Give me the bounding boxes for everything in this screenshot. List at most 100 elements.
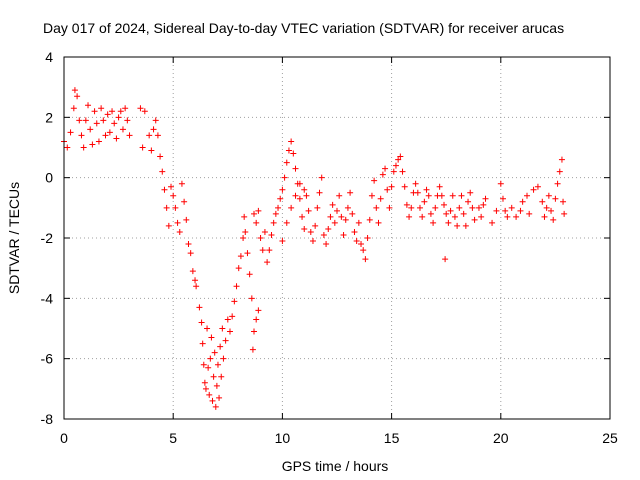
data-point [307,228,314,235]
data-point [244,250,251,257]
data-point [416,204,423,211]
data-point [373,204,380,211]
data-point [530,186,537,193]
data-point [89,141,96,148]
data-point [200,361,207,368]
data-point [208,334,215,341]
data-point [159,168,166,175]
data-point [558,156,565,163]
data-point [124,117,131,124]
data-point [261,228,268,235]
data-point [368,192,375,199]
data-point [560,198,567,205]
data-point [288,138,295,145]
data-point [277,195,284,202]
data-point [204,325,211,332]
data-point [220,355,227,362]
data-point [441,201,448,208]
data-point [543,204,550,211]
data-point [70,105,77,112]
x-tick-label: 5 [169,430,177,446]
data-point [469,204,476,211]
data-point [489,219,496,226]
data-point [296,180,303,187]
data-point [202,385,209,392]
data-point [534,183,541,190]
data-point [233,283,240,290]
data-point [482,195,489,202]
y-tick-label: -4 [41,290,54,306]
data-point [545,192,552,199]
data-point [106,129,113,136]
data-point [165,222,172,229]
data-point [80,144,87,151]
data-point [242,228,249,235]
data-point [548,207,555,214]
data-point [185,241,192,248]
data-point [336,192,343,199]
data-point [360,247,367,254]
data-point [465,198,472,205]
data-point [395,156,402,163]
data-point [126,132,133,139]
data-point [329,201,336,208]
data-point [174,219,181,226]
data-point [351,228,358,235]
data-point [456,204,463,211]
data-point [403,201,410,208]
data-point [76,117,83,124]
data-point [161,186,168,193]
data-point [226,328,233,335]
data-point [119,126,126,133]
data-point [205,364,212,371]
data-point [414,189,421,196]
data-point [499,195,506,202]
data-point [139,144,146,151]
data-point [561,210,568,217]
data-point [451,213,458,220]
data-point [438,192,445,199]
data-point [460,210,467,217]
data-point [480,201,487,208]
y-tick-label: -2 [41,230,54,246]
data-point [292,192,299,199]
data-point [331,219,338,226]
data-point [102,132,109,139]
data-point [556,168,563,175]
data-point [432,204,439,211]
data-point [508,204,515,211]
data-point [358,241,365,248]
data-point [211,349,218,356]
y-tick-label: 0 [45,170,53,186]
data-point [176,228,183,235]
data-point [217,343,224,350]
data-point [362,256,369,263]
data-point [375,219,382,226]
data-point [493,207,500,214]
data-point [279,186,286,193]
data-point [283,219,290,226]
data-point [111,120,118,127]
data-point [524,192,531,199]
data-point [392,162,399,169]
data-point [390,168,397,175]
data-point [209,397,216,404]
data-point [419,213,426,220]
data-point [100,117,107,124]
data-point [388,183,395,190]
data-point [113,135,120,142]
data-point [198,319,205,326]
data-point [181,198,188,205]
y-axis-title: SDTVAR / TECUs [6,182,22,294]
data-point [478,213,485,220]
data-point [255,207,262,214]
data-point [412,180,419,187]
data-point [301,186,308,193]
data-point [430,219,437,226]
data-point [148,147,155,154]
data-point [178,180,185,187]
data-point [251,210,258,217]
data-point [408,204,415,211]
x-tick-label: 25 [602,430,618,446]
data-point [95,138,102,145]
